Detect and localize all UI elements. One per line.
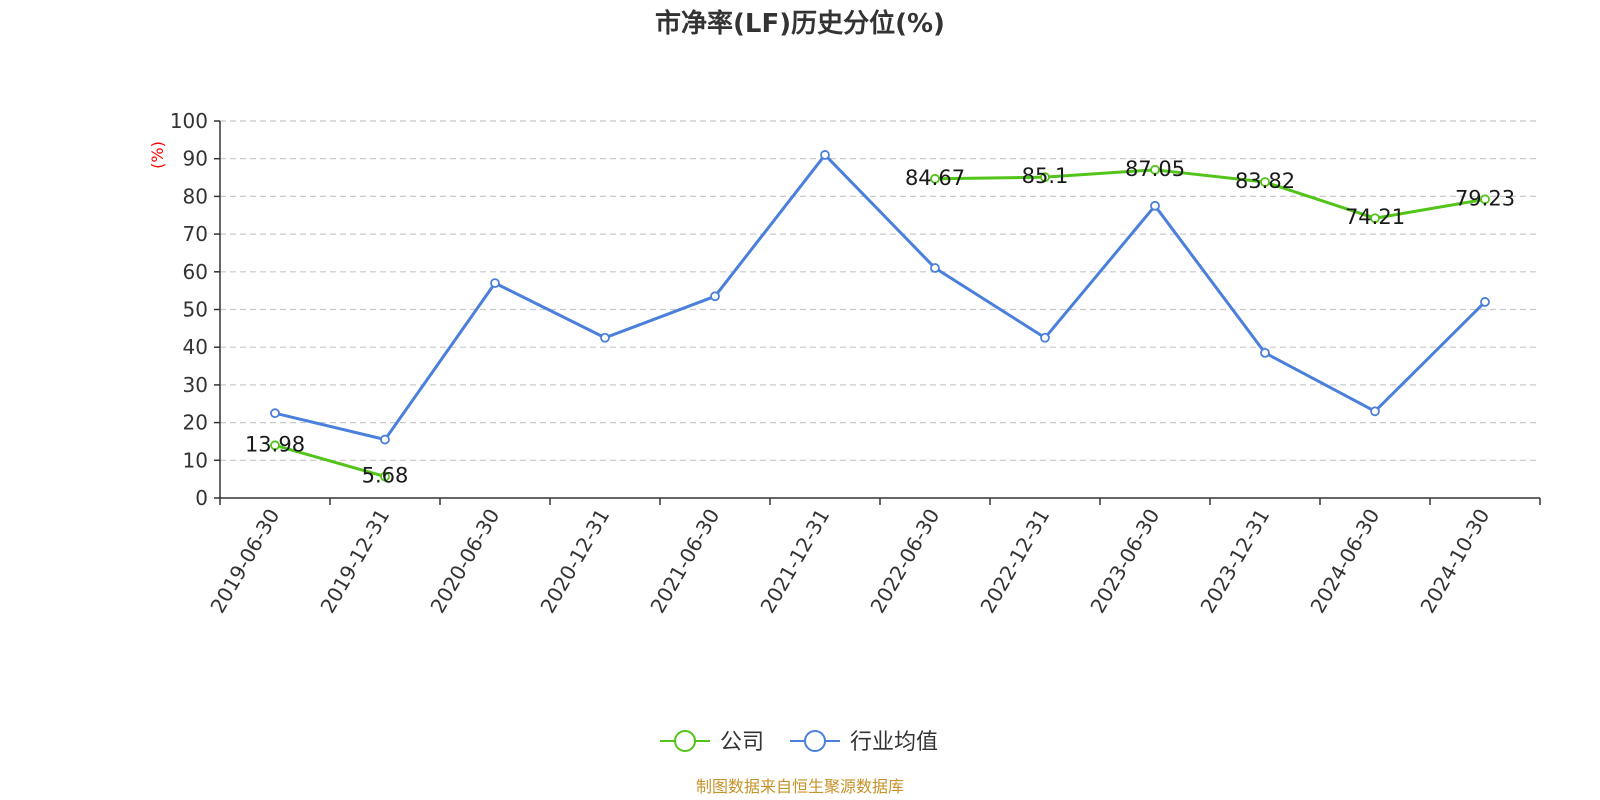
- y-tick-label: 20: [183, 411, 208, 435]
- y-tick-label: 40: [183, 335, 208, 359]
- y-tick-label: 80: [183, 184, 208, 208]
- x-tick-label: 2023-06-30: [1085, 505, 1164, 618]
- series-line-company: [934, 168, 1486, 220]
- company-point: [380, 471, 390, 482]
- x-tick-label: 2021-06-30: [645, 505, 724, 618]
- grid-lines: [220, 120, 1540, 461]
- company-point: [1150, 164, 1160, 175]
- industry-avg-point: [490, 278, 500, 289]
- y-tick-label: 10: [183, 448, 208, 472]
- legend-label-industry-avg: 行业均值: [850, 730, 938, 755]
- data-label: 83.82: [1235, 169, 1295, 193]
- x-tick-label: 2024-10-30: [1415, 505, 1494, 618]
- y-tick-label: 60: [183, 260, 208, 284]
- chart-title: 市净率(LF)历史分位(%): [655, 8, 945, 39]
- x-tick-label: 2021-12-31: [755, 505, 834, 618]
- industry-avg-point: [600, 332, 610, 343]
- x-tick-label: 2024-06-30: [1305, 505, 1384, 618]
- industry-avg-point: [270, 408, 280, 419]
- x-tick-label: 2023-12-31: [1195, 505, 1274, 618]
- company-point: [1480, 194, 1490, 205]
- source-note: 制图数据来自恒生聚源数据库: [696, 777, 904, 796]
- x-tick-label: 2020-12-31: [535, 505, 614, 618]
- data-label: 5.68: [362, 464, 409, 488]
- x-tick-label: 2019-06-30: [205, 505, 284, 618]
- y-tick-label: 50: [183, 298, 208, 322]
- industry-avg-point: [930, 263, 940, 273]
- y-tick-label: 30: [183, 373, 208, 397]
- y-axis-unit: (%): [148, 141, 167, 169]
- data-label: 79.23: [1455, 186, 1515, 210]
- series-line-industry-avg: [274, 153, 1487, 442]
- x-tick-label: 2022-12-31: [975, 505, 1054, 618]
- data-label: 85.1: [1022, 164, 1069, 188]
- industry-avg-point: [710, 291, 720, 302]
- industry-avg-point: [1260, 347, 1270, 358]
- industry-avg-point: [1040, 332, 1050, 343]
- x-tick-label: 2019-12-31: [315, 505, 394, 618]
- company-point: [1370, 213, 1380, 224]
- x-tick-label: 2020-06-30: [425, 505, 504, 618]
- industry-avg-point: [1150, 200, 1160, 211]
- legend: 公司 行业均值: [660, 730, 938, 755]
- legend-label-company: 公司: [720, 730, 764, 755]
- y-tick-label: 0: [195, 486, 208, 510]
- company-point: [1260, 177, 1270, 187]
- series-line-company: [274, 443, 386, 479]
- industry-avg-point: [380, 434, 390, 445]
- industry-avg-point: [1370, 406, 1380, 417]
- y-tick-label: 100: [170, 109, 208, 133]
- company-point: [270, 440, 280, 451]
- industry-avg-point: [820, 150, 830, 160]
- y-tick-label: 90: [183, 147, 208, 171]
- data-labels: 13.98 5.68 84.67 85.1 87.05 83.82 74.21 79.23: [245, 157, 1515, 488]
- series-layer: [270, 150, 1490, 482]
- company-point: [1040, 172, 1050, 183]
- legend-marker-industry-avg: [804, 730, 826, 752]
- data-label: 13.98: [245, 432, 305, 456]
- company-point: [930, 173, 940, 184]
- industry-avg-point: [1480, 297, 1490, 307]
- y-tick-label: 70: [183, 222, 208, 246]
- data-label: 84.67: [905, 166, 965, 190]
- data-label: 87.05: [1125, 157, 1185, 181]
- legend-marker-company: [674, 730, 696, 752]
- data-label: 74.21: [1345, 205, 1405, 229]
- x-tick-label: 2022-06-30: [865, 505, 944, 618]
